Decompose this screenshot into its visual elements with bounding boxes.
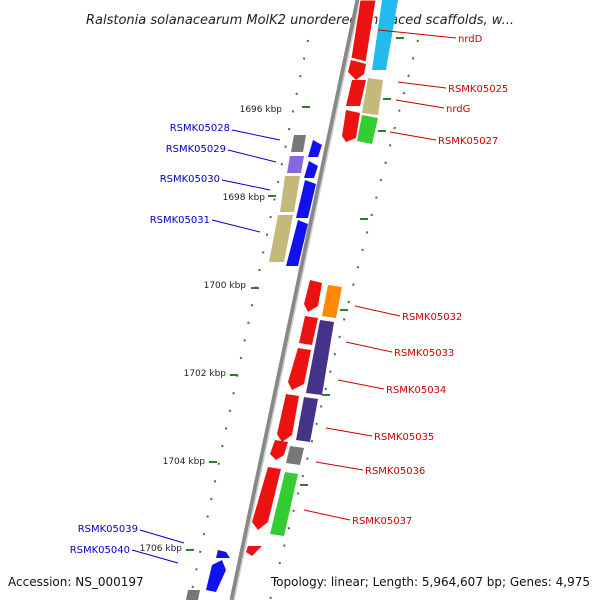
gene-label-RSMK05028: RSMK05028 [170, 123, 230, 134]
map-title: Ralstonia solanacearum MolK2 unordered u… [86, 13, 514, 28]
gene-RSMK05032 [304, 280, 322, 312]
gene-label-RSMK05027: RSMK05027 [438, 136, 498, 147]
tick-marks [186, 37, 404, 551]
leader-RSMK05035 [325, 427, 373, 437]
gene-RSMK05031-arrow [286, 220, 308, 266]
gene-RSMK05037-green [270, 472, 298, 536]
gene-RSMK05032-orange [322, 285, 342, 318]
gene-green-top [357, 115, 378, 144]
gene-label-RSMK05033: RSMK05033 [394, 348, 454, 359]
tick-label: 1696 kbp [240, 105, 283, 115]
gene-label-RSMK05034: RSMK05034 [386, 385, 446, 396]
leader-RSMK05040 [131, 549, 179, 564]
leader-nrdG [395, 99, 445, 109]
reverse-features-bottom [186, 550, 230, 600]
leader-RSMK05032 [354, 305, 401, 317]
gene-nrdG [362, 78, 383, 115]
gene-RSMK05027 [342, 110, 360, 142]
gene-RSMK05030 [280, 176, 300, 212]
gene-label-RSMK05031: RSMK05031 [150, 215, 210, 226]
gene-labels-left: RSMK05028 RSMK05029 RSMK05030 RSMK05031 … [70, 123, 230, 556]
gene-gray-bottom [186, 590, 200, 600]
gene-label-RSMK05035: RSMK05035 [374, 432, 434, 443]
leader-RSMK05029 [227, 149, 277, 163]
gene-RSMK05029 [287, 156, 304, 173]
leader-RSMK05025 [397, 81, 447, 89]
tick-label: 1702 kbp [184, 369, 227, 379]
gene-small-red [246, 546, 262, 556]
leader-RSMK05031 [211, 219, 261, 233]
gene-label-RSMK05037: RSMK05037 [352, 516, 412, 527]
gene-label-RSMK05025: RSMK05025 [448, 84, 508, 95]
leader-RSMK05034 [337, 379, 385, 390]
gene-RSMK05025 [346, 80, 366, 106]
gene-label-RSMK05039: RSMK05039 [78, 524, 138, 535]
label-leaders-left [131, 129, 281, 564]
gene-label-RSMK05029: RSMK05029 [166, 144, 226, 155]
gene-label-RSMK05032: RSMK05032 [402, 312, 462, 323]
gene-RSMK05034 [288, 348, 311, 390]
tick-label: 1706 kbp [140, 544, 183, 554]
gene-RSMK05033-b [306, 320, 334, 395]
leader-RSMK05036 [315, 461, 364, 471]
forward-features-top [342, 0, 398, 144]
gene-label-RSMK05036: RSMK05036 [365, 466, 425, 477]
topology-text: Topology: linear; Length: 5,964,607 bp; … [270, 575, 590, 589]
gene-RSMK05033-a [299, 316, 318, 345]
sequence-backbone [229, 0, 361, 600]
tick-label: 1698 kbp [223, 193, 266, 203]
label-leaders-right [303, 29, 457, 521]
gene-RSMK05039 [216, 550, 230, 558]
leader-RSMK05037 [303, 509, 351, 521]
gene-label-RSMK05040: RSMK05040 [70, 545, 130, 556]
leader-RSMK05030 [221, 179, 271, 191]
tick-label: 1700 kbp [204, 281, 247, 291]
tick-labels: 1696 kbp 1698 kbp 1700 kbp 1702 kbp 1704… [140, 105, 283, 554]
reverse-features-top [269, 135, 322, 266]
gene-label-RSMK05030: RSMK05030 [160, 174, 220, 185]
gene-label-nrdG: nrdG [446, 104, 470, 115]
gene-RSMK05028 [291, 135, 306, 152]
forward-features-mid [246, 280, 342, 556]
gene-RSMK05036-gray [286, 446, 304, 465]
gene-nrdD [350, 0, 377, 63]
leader-RSMK05039 [139, 529, 185, 544]
leader-nrdD [377, 29, 457, 39]
gene-RSMK05035 [277, 394, 299, 442]
gene-RSMK05036 [270, 440, 288, 460]
guide-dots [189, 39, 419, 600]
gene-RSMK05030-arrow [296, 180, 316, 218]
gene-nrdD-arrow [348, 60, 366, 80]
tick-label: 1704 kbp [163, 457, 206, 467]
gene-label-nrdD: nrdD [458, 34, 483, 45]
gene-light-blue [372, 0, 398, 70]
gene-RSMK05040 [206, 560, 226, 592]
gene-RSMK05035-b [296, 397, 318, 442]
gene-labels-right: nrdD RSMK05025 nrdG RSMK05027 RSMK05032 … [352, 34, 508, 527]
leader-RSMK05027 [389, 131, 437, 141]
leader-RSMK05033 [345, 341, 393, 353]
leader-RSMK05028 [231, 129, 281, 141]
gene-RSMK05028-arrow [308, 140, 322, 157]
gene-RSMK05029-arrow [304, 161, 318, 178]
gene-RSMK05037 [252, 467, 281, 530]
gene-RSMK05031 [269, 215, 293, 262]
accession-text: Accession: NS_000197 [8, 575, 144, 589]
